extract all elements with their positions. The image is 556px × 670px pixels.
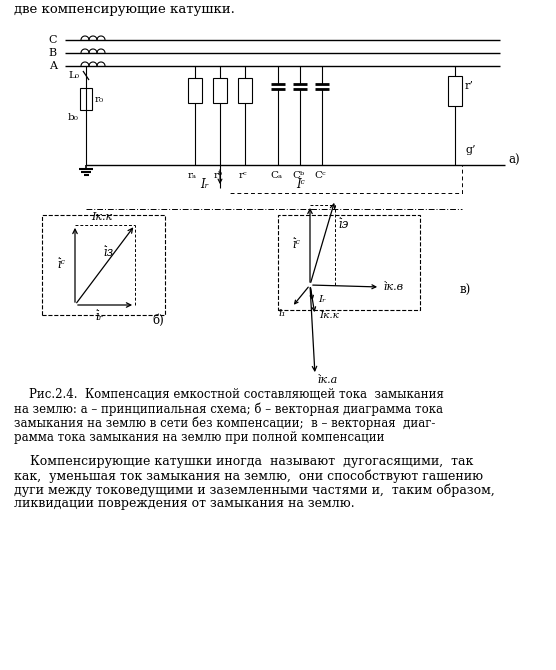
Text: B: B — [49, 48, 57, 58]
Text: Iᶜ: Iᶜ — [296, 178, 305, 192]
Text: б): б) — [152, 314, 164, 326]
Text: L₀: L₀ — [68, 72, 79, 80]
Text: b₀: b₀ — [68, 113, 79, 123]
Text: g’: g’ — [465, 145, 475, 155]
Bar — [238, 78, 252, 103]
Text: i̇ᶜ: i̇ᶜ — [292, 239, 300, 251]
Text: rᶜ: rᶜ — [239, 170, 247, 180]
Bar — [278, 215, 420, 310]
Text: дуги между токоведущими и заземленными частями и,  таким образом,: дуги между токоведущими и заземленными ч… — [14, 483, 495, 496]
Text: в): в) — [460, 283, 471, 297]
Text: a): a) — [508, 153, 520, 167]
Bar — [448, 76, 462, 106]
Text: Компенсирующие катушки иногда  называют  дугогасящими,  так: Компенсирующие катушки иногда называют д… — [14, 456, 473, 468]
Text: rₐ: rₐ — [187, 170, 197, 180]
Text: rᵇ: rᵇ — [214, 170, 222, 180]
Text: Cᵇ: Cᵇ — [292, 170, 304, 180]
Text: Cᶜ: Cᶜ — [314, 170, 326, 180]
Text: i̇к.в: i̇к.в — [384, 282, 404, 292]
Text: на землю: а – принципиальная схема; б – векторная диаграмма тока: на землю: а – принципиальная схема; б – … — [14, 402, 443, 416]
Text: две компенсирующие катушки.: две компенсирующие катушки. — [14, 3, 235, 17]
Bar — [42, 215, 165, 315]
Text: i̇э: i̇э — [338, 218, 349, 232]
Text: A: A — [49, 61, 57, 71]
Text: Iᵣ: Iᵣ — [200, 178, 208, 192]
Text: r₀: r₀ — [95, 94, 104, 103]
Bar — [213, 78, 227, 103]
Text: r’: r’ — [465, 81, 474, 91]
Text: i̇ᶜ: i̇ᶜ — [57, 259, 65, 271]
Text: Cₐ: Cₐ — [270, 170, 282, 180]
Bar — [80, 88, 92, 110]
Text: Iк.к: Iк.к — [91, 212, 112, 222]
Bar — [188, 78, 202, 103]
Text: i̇к.а: i̇к.а — [318, 375, 338, 385]
Text: i̇₁: i̇₁ — [278, 308, 285, 318]
Text: рамма тока замыкания на землю при полной компенсации: рамма тока замыкания на землю при полной… — [14, 431, 385, 444]
Text: Iᵣ: Iᵣ — [318, 295, 326, 304]
Text: замыкания на землю в сети без компенсации;  в – векторная  диаг-: замыкания на землю в сети без компенсаци… — [14, 416, 435, 429]
Text: i̇ᵣ: i̇ᵣ — [95, 310, 103, 324]
Text: ликвидации повреждения от замыкания на землю.: ликвидации повреждения от замыкания на з… — [14, 498, 355, 511]
Text: i̇з: i̇з — [103, 247, 113, 259]
Text: Рис.2.4.  Компенсация емкостной составляющей тока  замыкания: Рис.2.4. Компенсация емкостной составляю… — [14, 389, 444, 401]
Text: C: C — [48, 35, 57, 45]
Text: Iк.к: Iк.к — [319, 310, 339, 320]
Text: как,  уменьшая ток замыкания на землю,  они способствуют гашению: как, уменьшая ток замыкания на землю, он… — [14, 469, 483, 483]
